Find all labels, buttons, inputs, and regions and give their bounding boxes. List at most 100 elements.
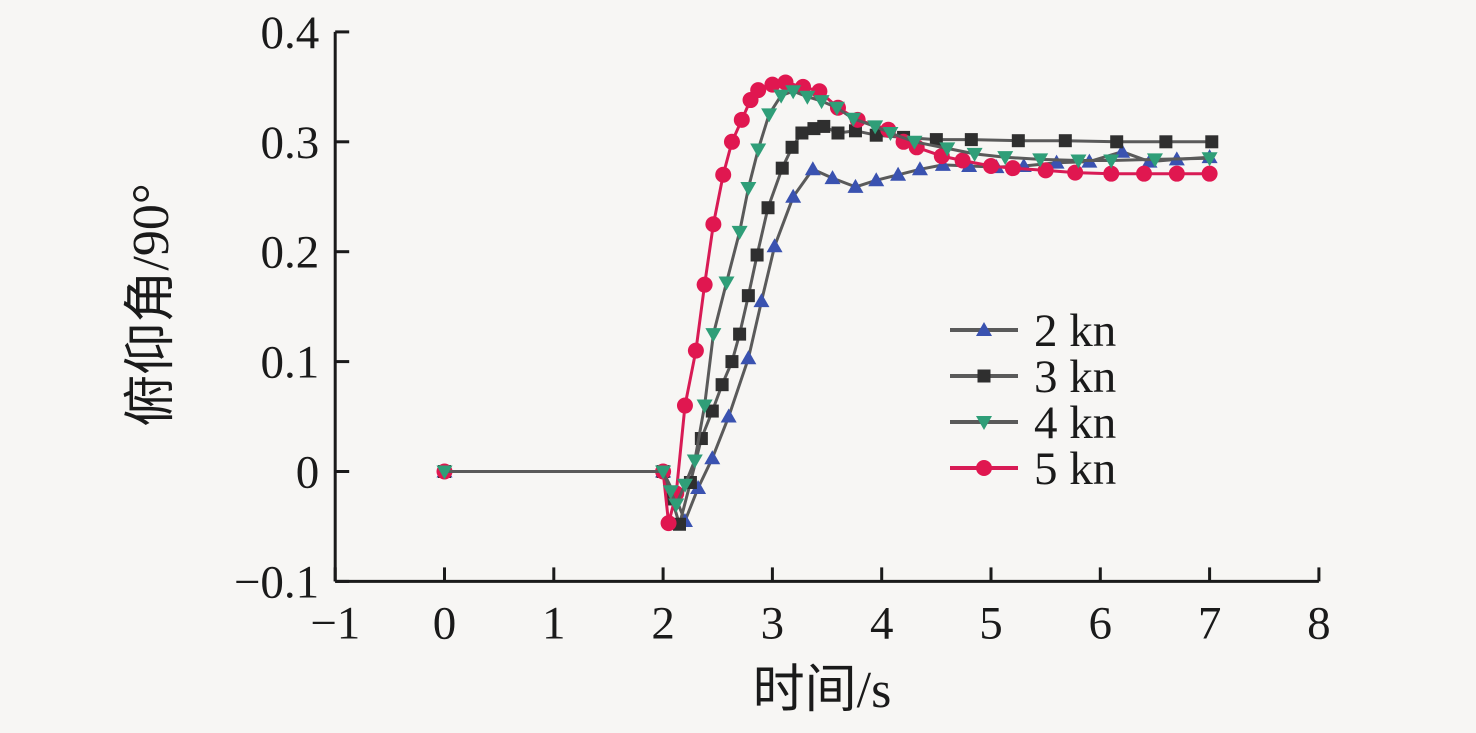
legend-item-5kn: 5 kn bbox=[950, 443, 1116, 495]
data-point-marker bbox=[977, 369, 991, 383]
data-point-marker bbox=[705, 216, 722, 233]
legend-label: 4 kn bbox=[1034, 397, 1116, 449]
data-point-marker bbox=[676, 397, 693, 414]
data-point-marker bbox=[750, 248, 764, 262]
data-point-marker bbox=[1159, 135, 1173, 149]
data-point-marker bbox=[976, 416, 992, 430]
data-point-marker bbox=[868, 172, 885, 187]
data-point-marker bbox=[676, 478, 693, 493]
y-tick-label: 0.2 bbox=[260, 227, 319, 279]
data-point-marker bbox=[1146, 153, 1163, 168]
data-point-marker bbox=[705, 404, 719, 418]
data-point-marker bbox=[1201, 165, 1218, 182]
data-point-marker bbox=[686, 454, 703, 469]
data-point-marker bbox=[785, 188, 802, 203]
data-point-marker bbox=[705, 328, 722, 343]
y-axis-title: 俯仰角/90° bbox=[123, 183, 180, 426]
data-point-marker bbox=[813, 95, 830, 110]
legend-label: 5 kn bbox=[1034, 443, 1116, 495]
data-point-marker bbox=[750, 82, 767, 99]
data-point-marker bbox=[740, 350, 757, 365]
data-point-marker bbox=[997, 151, 1014, 166]
data-point-marker bbox=[785, 140, 799, 154]
y-tick-label: 0 bbox=[296, 447, 320, 499]
data-point-marker bbox=[696, 399, 713, 414]
data-point-marker bbox=[1168, 165, 1185, 182]
data-point-marker bbox=[807, 122, 821, 136]
data-point-marker bbox=[1201, 152, 1218, 167]
data-point-marker bbox=[1070, 154, 1087, 169]
data-point-marker bbox=[824, 170, 841, 185]
data-point-marker bbox=[718, 276, 735, 291]
data-point-marker bbox=[845, 112, 862, 127]
x-tick-label: 1 bbox=[542, 597, 566, 649]
data-point-marker bbox=[1004, 160, 1021, 177]
x-tick-label: 7 bbox=[1198, 597, 1222, 649]
data-point-marker bbox=[1032, 153, 1049, 168]
series-4kn bbox=[436, 85, 1218, 513]
data-point-marker bbox=[741, 289, 755, 303]
data-point-marker bbox=[1058, 134, 1072, 148]
data-point-marker bbox=[725, 355, 739, 369]
x-tick-label: 5 bbox=[979, 597, 1003, 649]
data-point-marker bbox=[1136, 165, 1153, 182]
data-point-marker bbox=[1048, 154, 1065, 169]
data-point-marker bbox=[773, 89, 790, 104]
data-point-marker bbox=[1205, 135, 1219, 149]
data-point-marker bbox=[954, 152, 971, 169]
data-point-marker bbox=[976, 322, 992, 336]
y-tick-label: 0.1 bbox=[260, 337, 319, 389]
data-point-marker bbox=[660, 515, 677, 532]
data-point-marker bbox=[690, 479, 707, 494]
x-tick-label: 0 bbox=[433, 597, 457, 649]
data-point-marker bbox=[817, 119, 831, 133]
data-point-marker bbox=[799, 90, 816, 105]
data-point-marker bbox=[1103, 154, 1120, 169]
legend: 2 kn3 kn4 kn5 kn bbox=[950, 305, 1116, 495]
data-point-marker bbox=[966, 147, 983, 162]
data-point-marker bbox=[882, 127, 899, 142]
data-point-marker bbox=[867, 120, 884, 135]
data-point-marker bbox=[668, 498, 685, 513]
data-point-marker bbox=[715, 378, 729, 392]
data-point-marker bbox=[906, 135, 923, 150]
x-tick-label: −1 bbox=[310, 597, 360, 649]
data-point-marker bbox=[761, 201, 775, 215]
axis-spines bbox=[333, 31, 1319, 583]
data-point-marker bbox=[687, 342, 704, 359]
legend-label: 3 kn bbox=[1034, 351, 1116, 403]
data-point-marker bbox=[831, 126, 845, 140]
data-point-marker bbox=[804, 161, 821, 176]
data-point-marker bbox=[764, 76, 781, 93]
data-point-marker bbox=[662, 485, 679, 500]
data-point-marker bbox=[733, 111, 750, 128]
data-point-marker bbox=[740, 181, 757, 196]
data-point-marker bbox=[761, 108, 778, 123]
data-series bbox=[436, 74, 1219, 532]
data-point-marker bbox=[720, 408, 737, 423]
data-point-marker bbox=[976, 460, 992, 476]
data-point-marker bbox=[753, 293, 770, 308]
x-tick-label: 6 bbox=[1089, 597, 1113, 649]
series-5kn bbox=[436, 74, 1218, 532]
data-point-marker bbox=[890, 166, 907, 181]
data-point-marker bbox=[723, 133, 740, 150]
axis-ticks bbox=[333, 30, 1321, 583]
data-point-marker bbox=[964, 133, 978, 147]
data-point-marker bbox=[1037, 162, 1054, 179]
data-point-marker bbox=[939, 142, 956, 157]
data-point-marker bbox=[795, 126, 809, 140]
x-tick-label: 2 bbox=[651, 597, 675, 649]
data-point-marker bbox=[750, 143, 767, 158]
legend-item-2kn: 2 kn bbox=[950, 305, 1116, 357]
data-point-marker bbox=[869, 128, 883, 142]
x-axis-title: 时间/s bbox=[753, 662, 892, 719]
data-point-marker bbox=[696, 276, 713, 293]
data-point-marker bbox=[1110, 135, 1124, 149]
data-point-marker bbox=[766, 238, 783, 253]
y-tick-label: 0.3 bbox=[260, 117, 319, 169]
data-point-marker bbox=[715, 166, 732, 183]
data-point-marker bbox=[847, 178, 864, 193]
